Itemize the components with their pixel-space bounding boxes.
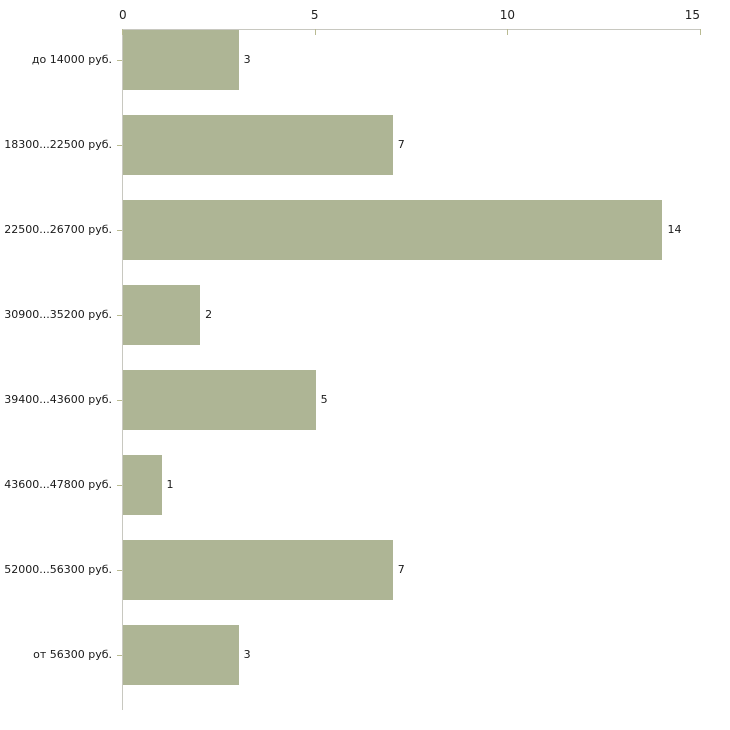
y-axis-tick (117, 315, 122, 316)
bar (123, 115, 393, 175)
x-axis-tick (122, 29, 123, 35)
bar (123, 625, 239, 685)
category-label: 18300...22500 руб. (4, 138, 112, 151)
category-label: 52000...56300 руб. (4, 563, 112, 576)
bar-value-label: 14 (667, 223, 682, 236)
category-label: от 56300 руб. (33, 648, 112, 661)
x-axis-tick (314, 29, 316, 35)
bar-value-label: 3 (243, 648, 251, 661)
x-axis-tick-label: 10 (499, 8, 515, 22)
y-axis-tick (117, 570, 122, 571)
y-axis-line (122, 29, 123, 710)
x-axis-tick (507, 29, 509, 35)
x-axis-tick-label: 15 (684, 8, 700, 22)
bar (123, 200, 663, 260)
bar-value-label: 3 (243, 53, 251, 66)
category-label: 30900...35200 руб. (4, 308, 112, 321)
bar (123, 30, 239, 90)
bar (123, 285, 201, 345)
x-axis-line (122, 29, 700, 30)
bar-value-label: 2 (205, 308, 213, 321)
bar-value-label: 1 (166, 478, 174, 491)
y-axis-tick (117, 145, 122, 146)
bar (123, 370, 316, 430)
category-label: 22500...26700 руб. (4, 223, 112, 236)
bar (123, 455, 162, 515)
x-axis-tick-label: 5 (310, 8, 319, 22)
category-label: 43600...47800 руб. (4, 478, 112, 491)
x-axis-tick (700, 29, 701, 35)
y-axis-tick (117, 60, 122, 61)
category-label: до 14000 руб. (31, 53, 112, 66)
y-axis-tick (117, 230, 122, 231)
y-axis-tick (117, 485, 122, 486)
category-label: 39400...43600 руб. (4, 393, 112, 406)
bar-value-label: 5 (320, 393, 328, 406)
bar-value-label: 7 (397, 563, 405, 576)
y-axis-tick (117, 400, 122, 401)
bar (123, 540, 393, 600)
y-axis-tick (117, 655, 122, 656)
x-axis-tick-label: 0 (119, 8, 127, 22)
bar-value-label: 7 (397, 138, 405, 151)
